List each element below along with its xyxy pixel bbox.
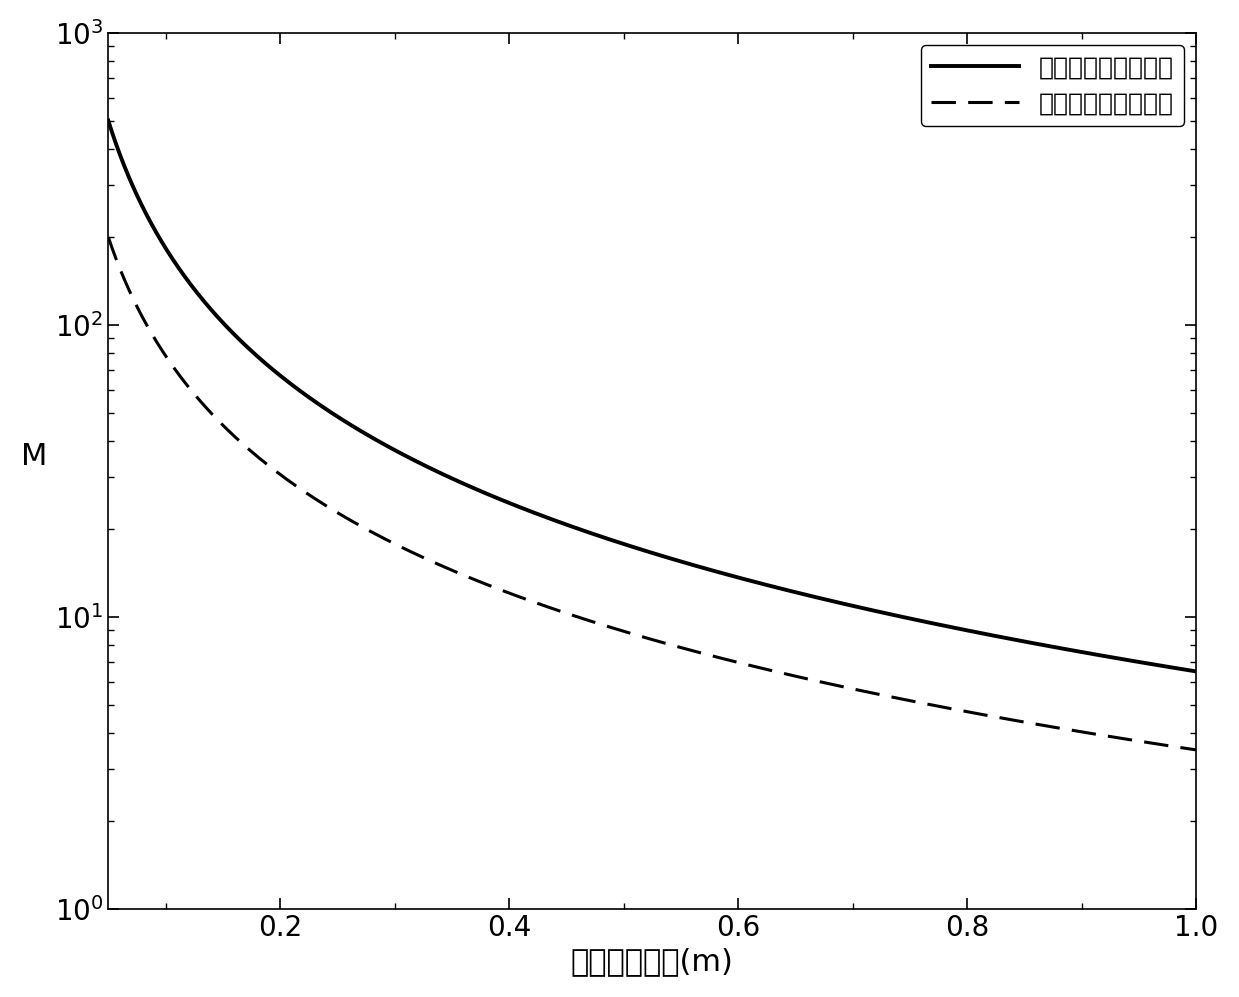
圆形孔径，均匀分布 [629,629,644,641]
圆形孔径，高斯分布 [1156,660,1171,672]
圆形孔径，高斯分布 [1157,660,1172,672]
圆形孔径，均匀分布 [100,231,115,243]
圆形孔径，高斯分布 [958,624,973,636]
Line: 圆形孔径，高斯分布: 圆形孔径，高斯分布 [108,121,1196,671]
圆形孔径，均匀分布 [156,347,171,359]
Line: 圆形孔径，均匀分布: 圆形孔径，均匀分布 [108,237,1196,750]
圆形孔径，均匀分布 [1156,739,1171,751]
圆形孔径，高斯分布 [601,533,616,545]
圆形孔径，高斯分布 [100,115,115,127]
圆形孔径，均匀分布 [1188,744,1203,756]
X-axis label: 发射系统孔径(m): 发射系统孔径(m) [571,947,733,976]
Legend: 圆形孔径，高斯分布, 圆形孔径，均匀分布: 圆形孔径，高斯分布, 圆形孔径，均匀分布 [921,45,1183,126]
Y-axis label: M: M [21,442,47,471]
圆形孔径，均匀分布 [958,705,973,717]
圆形孔径，高斯分布 [156,239,171,251]
圆形孔径，高斯分布 [629,542,644,554]
圆形孔径，均匀分布 [1157,739,1172,751]
圆形孔径，均匀分布 [601,621,616,633]
圆形孔径，高斯分布 [1188,665,1203,677]
